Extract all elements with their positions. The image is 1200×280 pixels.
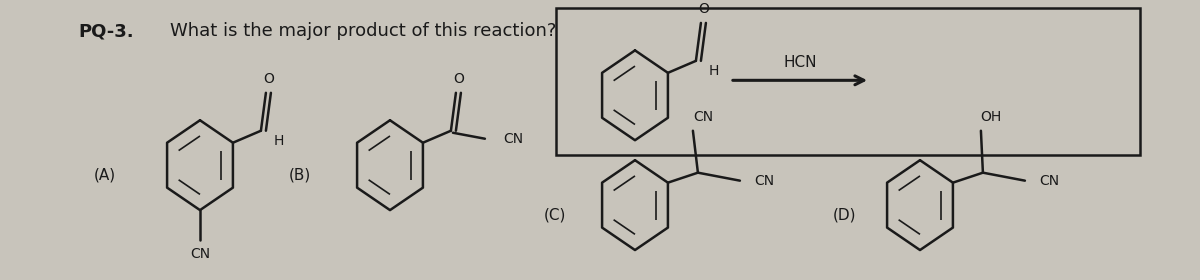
Text: What is the major product of this reaction?: What is the major product of this reacti… (170, 22, 557, 40)
Text: H: H (274, 134, 284, 148)
Bar (556, 8, 1140, 155)
Text: CN: CN (754, 174, 774, 188)
Text: (B): (B) (289, 168, 311, 183)
Text: CN: CN (1039, 174, 1060, 188)
Text: (D): (D) (833, 207, 857, 223)
Text: PQ-3.: PQ-3. (78, 22, 133, 40)
Text: CN: CN (190, 247, 210, 261)
Text: OH: OH (980, 110, 1002, 124)
Text: (A): (A) (94, 168, 116, 183)
Text: O: O (698, 2, 709, 16)
Text: H: H (709, 64, 719, 78)
Text: (C): (C) (544, 207, 566, 223)
Text: O: O (454, 72, 464, 86)
Text: CN: CN (692, 110, 713, 124)
Text: HCN: HCN (784, 55, 817, 70)
Text: CN: CN (503, 132, 523, 146)
Text: O: O (264, 72, 275, 86)
